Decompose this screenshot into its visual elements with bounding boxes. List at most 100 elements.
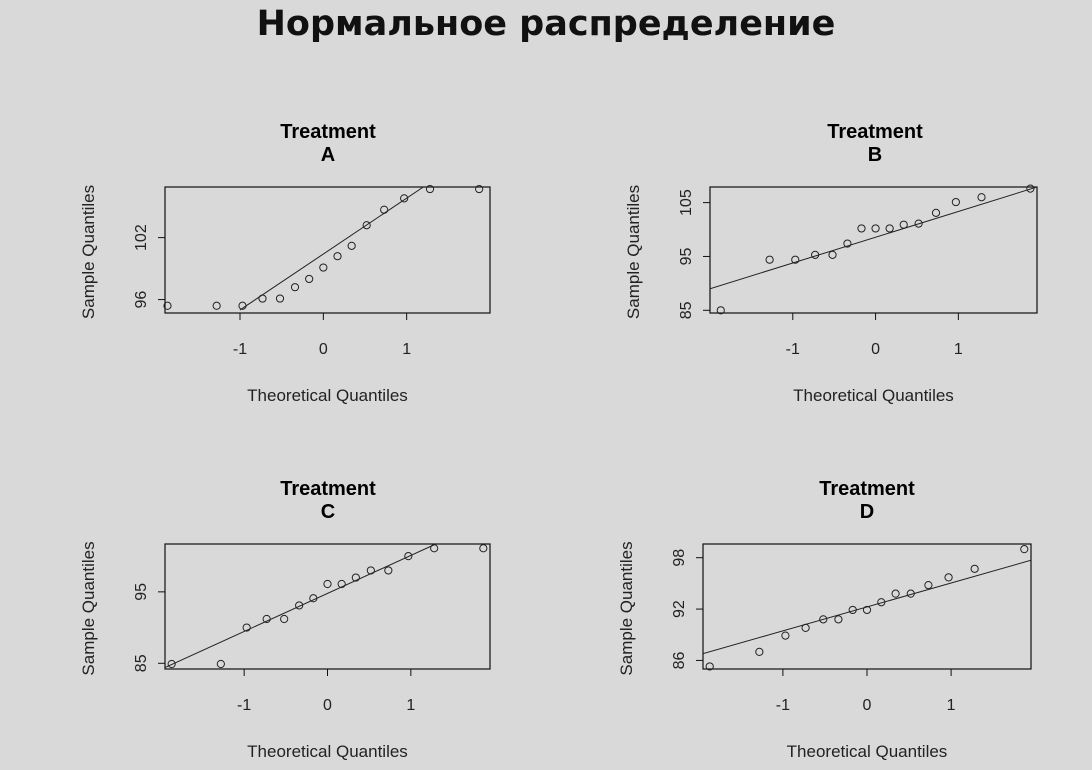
panel-b-y-tick-label: 105 — [678, 189, 695, 216]
panel-a-point-6 — [290, 283, 300, 292]
panel-d-point-12 — [924, 580, 933, 590]
panel-a-point-3 — [238, 301, 247, 310]
panel-d-point-7 — [848, 605, 857, 615]
panel-d-point-11 — [906, 589, 915, 598]
panel-d-y-axis-label: Sample Quantiles — [617, 541, 636, 675]
panel-b-reference-line — [710, 187, 1037, 290]
panel-b-point-15 — [1026, 184, 1035, 193]
panel-a-point-13 — [400, 194, 409, 203]
panel-a-reference-line — [239, 187, 424, 311]
panel-d-point-5 — [819, 615, 828, 624]
panel-b-point-11 — [914, 219, 923, 228]
panel-c-point-1 — [167, 659, 176, 669]
panel-a-point-11 — [362, 221, 371, 230]
panel-c-point-8 — [323, 579, 332, 589]
panel-d-y-tick-label: 86 — [671, 651, 688, 669]
panel-c-point-6 — [295, 601, 304, 610]
panel-d-x-tick-label: 0 — [863, 697, 872, 714]
panel-d-x-tick-label: -1 — [776, 697, 790, 714]
panel-a-title-line-2: A — [321, 144, 335, 166]
panel-a-y-axis-label: Sample Quantiles — [79, 185, 98, 319]
panel-b-point-7 — [857, 224, 866, 233]
panel-a-point-10 — [347, 241, 356, 250]
panel-d-title-line-1: Treatment — [819, 478, 915, 500]
panel-d-point-10 — [891, 589, 900, 598]
panel-c-y-tick-label: 85 — [133, 654, 150, 672]
panel-a-point-15 — [475, 184, 484, 194]
panel-b-point-12 — [931, 208, 941, 217]
panel-d-reference-line — [703, 559, 1031, 655]
panel-b-point-1 — [716, 306, 725, 315]
panel-c-x-tick-label: 0 — [323, 697, 332, 714]
panel-b-point-3 — [791, 255, 800, 264]
panel-b-title-line-2: B — [868, 144, 882, 166]
panel-a-point-9 — [333, 252, 342, 261]
panel-c-title-line-2: C — [321, 501, 335, 523]
panel-d-y-tick-label: 98 — [671, 549, 688, 567]
panel-d-x-axis-label: Theoretical Quantiles — [787, 742, 948, 761]
panel-c-plot-frame — [164, 543, 491, 670]
panel-d-point-3 — [781, 631, 790, 640]
panel-d-point-13 — [944, 573, 953, 582]
panel-c-point-3 — [242, 623, 251, 632]
panel-a-point-1 — [163, 301, 172, 310]
panel-a-point-14 — [425, 184, 435, 194]
panel-a-y-tick-label: 96 — [133, 291, 150, 309]
panel-a-title-line-1: Treatment — [280, 121, 376, 143]
panel-c-point-7 — [309, 594, 318, 603]
panel-b-x-tick-label: 1 — [954, 341, 963, 358]
panel-c-x-axis-label: Theoretical Quantiles — [247, 742, 408, 761]
panel-c-point-15 — [479, 544, 488, 553]
panel-b-y-tick-label: 95 — [678, 247, 695, 265]
panel-d-point-1 — [705, 662, 714, 671]
panel-b-point-4 — [811, 250, 820, 259]
panel-b-point-13 — [951, 197, 960, 207]
panel-d-point-4 — [801, 623, 810, 633]
panel-d-point-6 — [834, 615, 843, 624]
panel-b-point-10 — [899, 220, 908, 229]
panel-c-reference-line — [165, 544, 437, 669]
panel-c-point-13 — [404, 552, 413, 561]
panel-a-point-4 — [258, 294, 267, 303]
panel-b-y-axis-label: Sample Quantiles — [624, 185, 643, 319]
slide-title: Нормальное распределение — [256, 4, 836, 44]
panel-a-x-tick-label: 0 — [319, 341, 328, 358]
panel-b-point-2 — [765, 255, 774, 264]
panel-c-point-14 — [430, 544, 439, 553]
panel-d-point-2 — [755, 647, 764, 656]
panel-c-point-11 — [366, 566, 375, 575]
panel-c-x-tick-label: -1 — [237, 697, 251, 714]
panel-a-point-12 — [380, 205, 389, 214]
panel-c-y-tick-label: 95 — [133, 583, 150, 601]
panel-d-x-tick-label: 1 — [947, 697, 956, 714]
panel-d-point-8 — [862, 605, 872, 615]
panel-a-point-7 — [305, 274, 314, 284]
panel-d-point-9 — [877, 598, 886, 607]
panel-b-x-tick-label: 0 — [871, 341, 880, 358]
panel-d-point-15 — [1020, 545, 1029, 554]
panel-a-plot-frame — [164, 186, 491, 314]
panel-d-title-line-2: D — [860, 501, 874, 523]
panel-c-point-2 — [216, 659, 225, 669]
panel-c-point-12 — [384, 566, 393, 575]
panel-c-y-axis-label: Sample Quantiles — [79, 541, 98, 675]
panel-b-point-9 — [885, 224, 894, 233]
panel-b-point-6 — [843, 239, 852, 248]
panel-a-point-5 — [275, 294, 285, 303]
panel-c-x-tick-label: 1 — [406, 697, 415, 714]
panel-a-point-8 — [319, 263, 328, 272]
panel-a-x-tick-label: -1 — [233, 341, 247, 358]
panel-b-point-14 — [977, 193, 986, 202]
panel-b-x-tick-label: -1 — [786, 341, 800, 358]
panel-c-point-10 — [351, 573, 360, 582]
panel-c-point-5 — [280, 614, 289, 624]
panel-a-x-axis-label: Theoretical Quantiles — [247, 386, 408, 405]
panel-b-y-tick-label: 85 — [678, 301, 695, 319]
panel-d-y-tick-label: 92 — [671, 600, 688, 618]
panel-c-point-9 — [337, 579, 346, 589]
